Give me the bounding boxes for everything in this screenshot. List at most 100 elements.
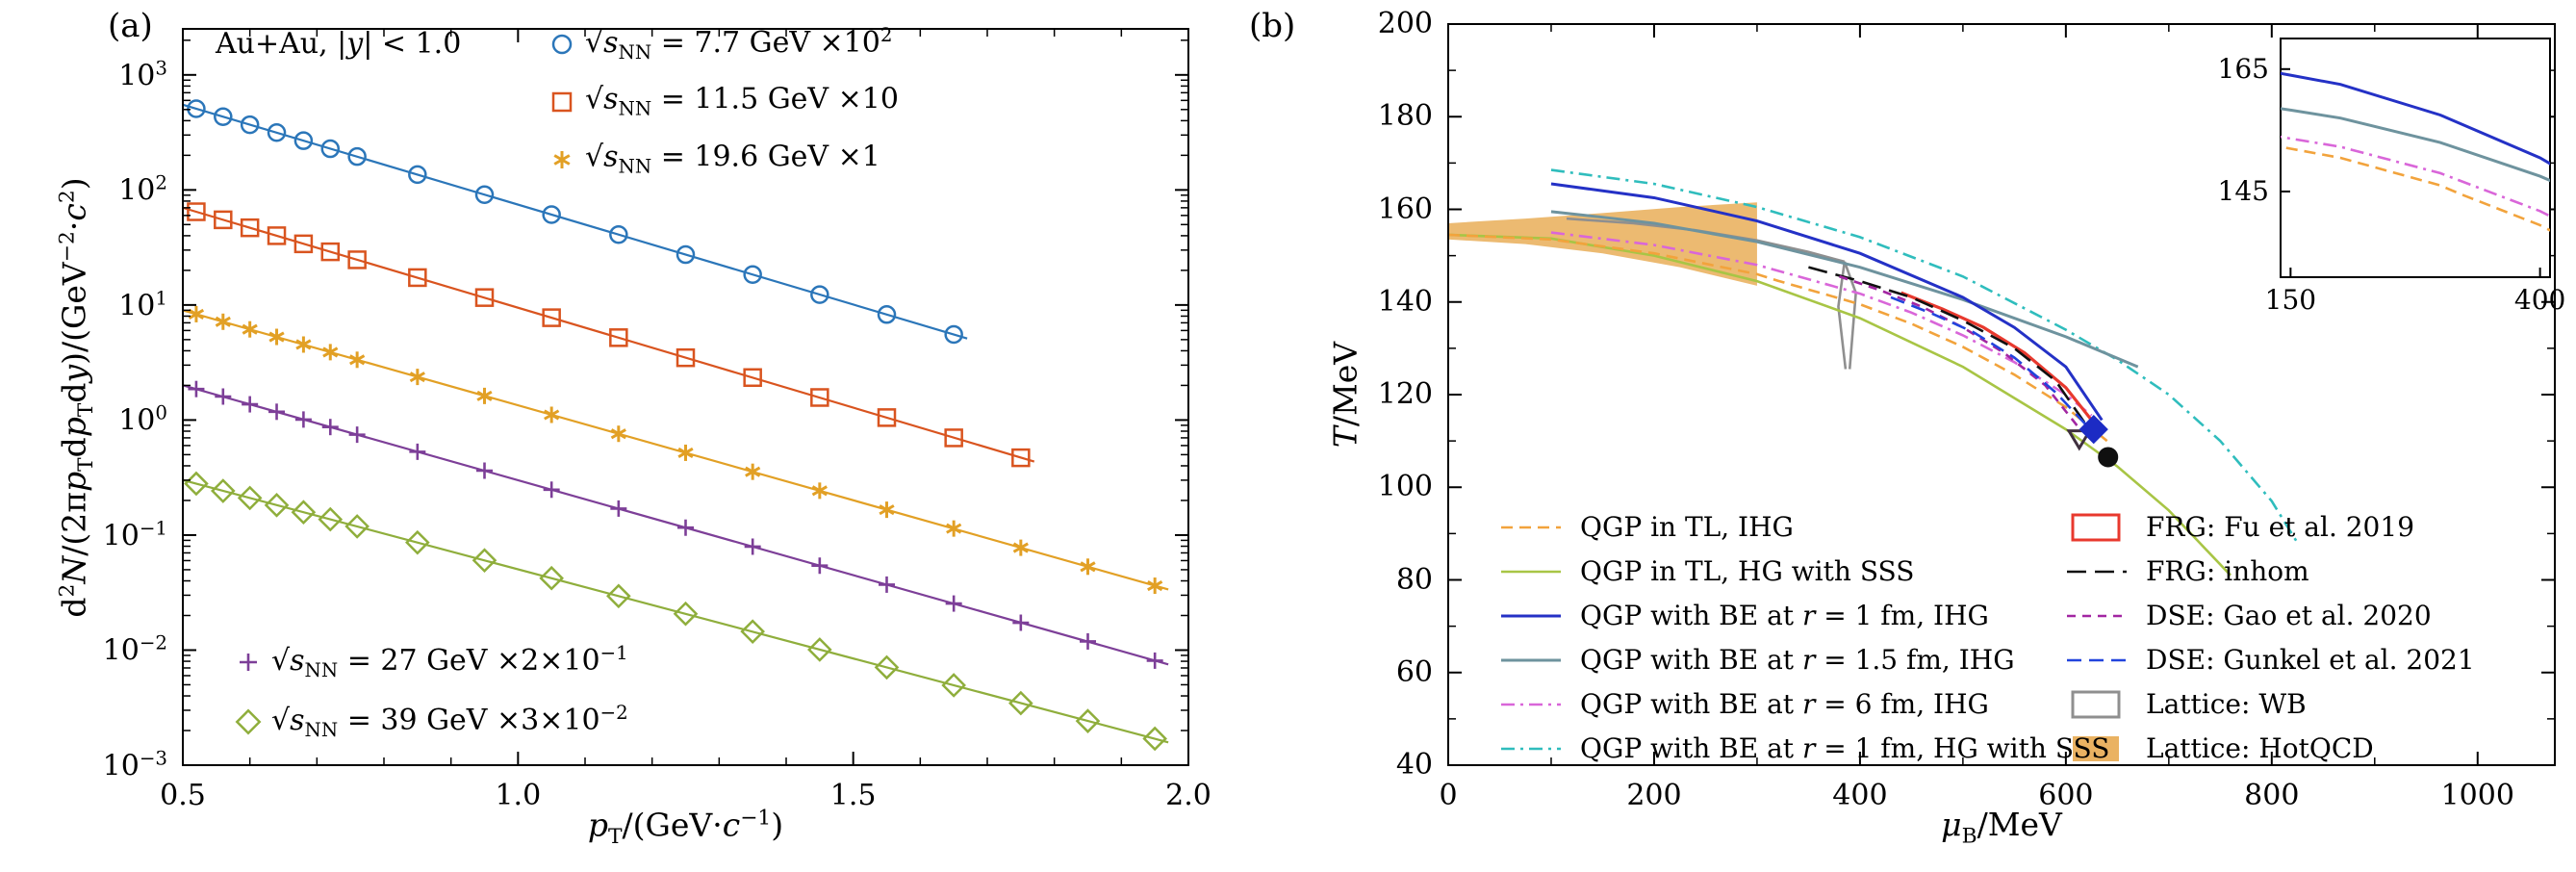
series-s115 (182, 202, 1035, 468)
axes-frame (182, 28, 1189, 766)
legend-label-frg_fu: FRG: Fu et al. 2019 (2146, 511, 2415, 543)
series-s196 (182, 305, 1169, 595)
panel-b-label: (b) (1249, 7, 1296, 45)
x-tick-label: 0.5 (160, 779, 206, 812)
marker-diamond (235, 708, 262, 735)
marker-diamond (237, 485, 263, 511)
marker-asterisk (349, 354, 366, 366)
inset-curve-qgp_be_r1_ihg (2281, 71, 2550, 166)
y-tick-label: 200 (1377, 7, 1433, 40)
y-axis-label-a: d2N/(2πpTdpTdy)/(GeV−2·c2) (55, 176, 98, 618)
curve-qgp_be_r1_hg_sss (1550, 168, 2299, 544)
marker-asterisk (215, 316, 231, 327)
marker-circle (408, 165, 427, 185)
hotqcd-band (1448, 202, 1757, 286)
curve-dse_gao (1839, 275, 2079, 428)
marker-circle (214, 107, 233, 127)
legend-label-qgp_be_r1_ihg: QGP with BE at r = 1 fm, IHG (1580, 600, 1989, 631)
marker-square (240, 218, 260, 238)
y-tick-label: 80 (1395, 562, 1433, 597)
marker-diamond (673, 601, 699, 627)
legend-label-s27: √sNN = 27 GeV ×2×10−1 (271, 642, 628, 682)
fit-line (182, 478, 1169, 744)
legend-sample-lattice_hotqcd (2073, 736, 2119, 761)
legend-label-qgp_tl_hg_sss: QGP in TL, HG with SSS (1580, 555, 1915, 587)
marker-diamond (264, 493, 290, 518)
panel-b-plot (1447, 23, 2556, 766)
curve-path (1900, 291, 2093, 422)
legend-label-s39: √sNN = 39 GeV ×3×10−2 (271, 702, 628, 742)
y-tick-label: 10−1 (102, 517, 167, 553)
marker-diamond (210, 478, 236, 503)
marker-circle (267, 123, 287, 142)
marker-square (877, 408, 897, 427)
x-tick-label: 2.0 (1165, 779, 1211, 812)
panel-a-plot (182, 28, 1189, 766)
marker-asterisk (1080, 561, 1096, 573)
x-axis-label-a: pT/(GeV·c−1) (587, 806, 784, 849)
marker-square (214, 210, 233, 230)
y-tick-label: 120 (1377, 377, 1433, 411)
y-tick-label: 102 (118, 171, 167, 208)
legend-label-dse_gunkel: DSE: Gunkel et al. 2021 (2146, 644, 2475, 676)
x-axis-label-b: μB/MeV (1941, 805, 2062, 849)
marker-asterisk (544, 409, 560, 421)
marker-circle (187, 99, 206, 118)
marker-diamond (1008, 690, 1033, 716)
curve-qgp_be_r6_ihg (1550, 231, 2093, 417)
legend-label-qgp_tl_ihg: QGP in TL, IHG (1580, 511, 1794, 543)
curve-qgp_be_r15_ihg (1550, 210, 2139, 369)
collision-annotation: Au+Au, |y| < 1.0 (216, 27, 462, 61)
marker-circle (2098, 447, 2119, 468)
marker-circle (609, 225, 628, 244)
legend-label-s77: √sNN = 7.7 GeV ×102 (585, 24, 893, 64)
fit-line (182, 384, 1169, 666)
marker-square (187, 202, 206, 221)
y-tick-label: 60 (1395, 654, 1433, 689)
marker-diamond (2079, 414, 2108, 445)
marker-diamond (318, 506, 344, 532)
marker-circle (743, 265, 762, 284)
marker-asterisk (553, 154, 571, 166)
inset-curves (2281, 71, 2550, 232)
y-tick-label: 103 (118, 57, 167, 93)
marker-circle (474, 185, 495, 204)
marker-asterisk (268, 331, 285, 343)
curve-path (1550, 168, 2299, 544)
marker-square (810, 388, 829, 407)
marker-square (542, 308, 561, 327)
marker-square (551, 91, 573, 113)
legend-label-qgp_be_r6_ihg: QGP with BE at r = 6 fm, IHG (1580, 688, 1989, 720)
panel-a-label: (a) (108, 7, 153, 45)
y-tick-label: 10−2 (102, 631, 167, 668)
x-tick-label: 600 (2038, 779, 2094, 812)
curve-path (1550, 231, 2093, 417)
marker-square (609, 328, 628, 347)
y-tick-label: 101 (118, 287, 167, 323)
curve-frg_fu (1900, 291, 2093, 422)
legend-label-lattice_hotqcd: Lattice: HotQCD (2146, 732, 2374, 764)
marker-square (408, 268, 427, 288)
x-tick-label: 200 (1626, 779, 1682, 812)
inset-panel (2280, 38, 2551, 278)
marker-square (743, 368, 762, 388)
marker-diamond (740, 619, 765, 644)
marker-asterisk (188, 308, 205, 320)
legend-label-s115: √sNN = 11.5 GeV ×10 (585, 82, 899, 120)
marker-asterisk (946, 523, 962, 534)
marker-asterisk (610, 428, 626, 440)
marker-circle (877, 305, 897, 324)
legend-label-lattice_wb: Lattice: WB (2146, 688, 2307, 720)
marker-diamond (941, 673, 966, 698)
marker-asterisk (1147, 579, 1163, 592)
x-tick-label: 1.0 (495, 779, 542, 812)
curve-qgp_tl_ihg (1447, 233, 2108, 443)
x-tick-label: 400 (1832, 779, 1888, 812)
y-tick-label: 10−3 (102, 747, 167, 783)
marker-asterisk (409, 372, 425, 383)
series-s39 (182, 471, 1169, 752)
marker-diamond (606, 583, 631, 609)
series-s77 (182, 99, 968, 345)
